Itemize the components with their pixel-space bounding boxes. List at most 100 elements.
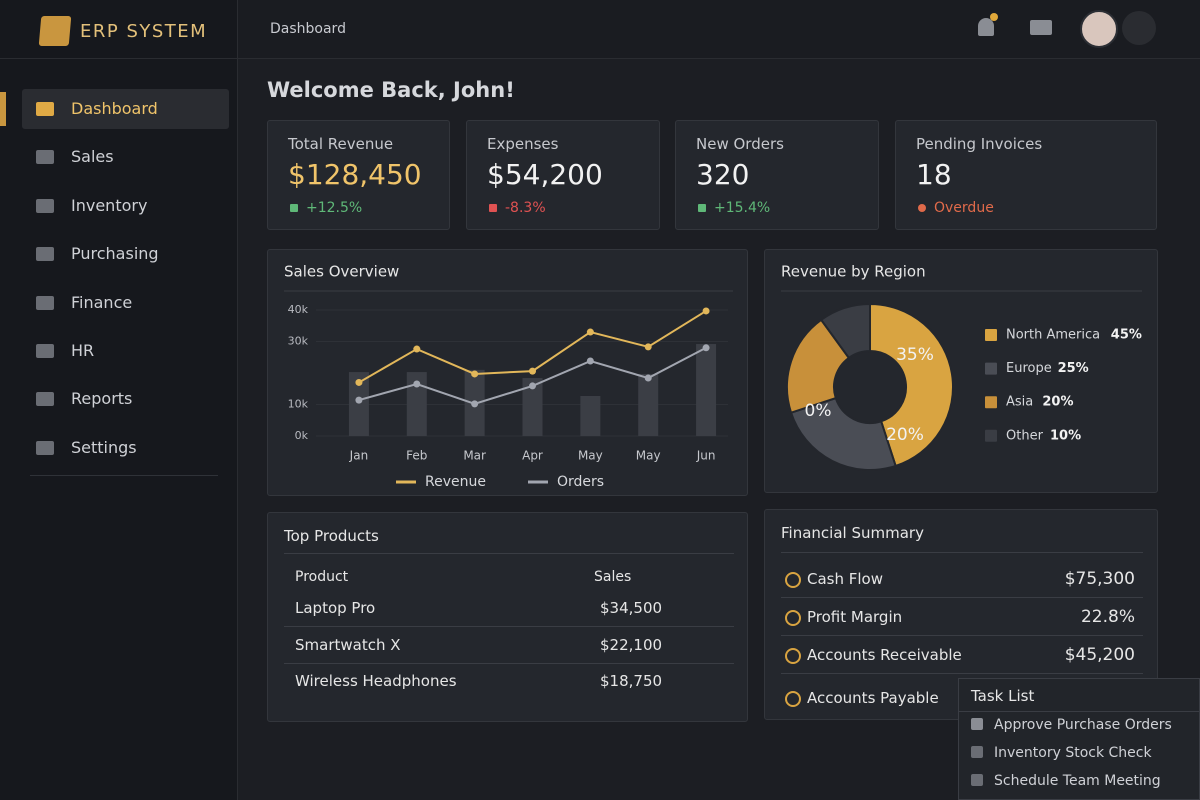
checkbox-checked[interactable]: [971, 718, 983, 730]
legend-value: 25%: [1058, 361, 1089, 376]
nav-icon: [36, 295, 54, 310]
nav-item[interactable]: Finance: [71, 292, 133, 312]
app-title: ERP SYSTEM: [80, 21, 208, 42]
bar: [406, 372, 427, 436]
point: [702, 307, 710, 315]
kpi-label: Expenses: [487, 135, 559, 153]
bell-icon[interactable]: [978, 18, 994, 36]
point: [529, 367, 536, 375]
kpi-indicator: [918, 204, 926, 212]
checkbox[interactable]: [971, 746, 983, 758]
fin-label: Profit Margin: [807, 608, 903, 626]
nav-icon: [36, 247, 54, 262]
point: [355, 396, 363, 404]
nav-item[interactable]: HR: [71, 341, 95, 360]
slice-label: 35%: [896, 345, 934, 365]
user-icon[interactable]: [1122, 11, 1156, 45]
bar: [348, 372, 369, 436]
welcome: Welcome Back, John!: [267, 78, 515, 102]
x-tick-label: Apr: [522, 449, 543, 463]
legend-value: 45%: [1111, 328, 1142, 343]
slice-label: 20%: [886, 425, 924, 445]
fin-label: Cash Flow: [807, 570, 883, 588]
legend-swatch: [985, 396, 997, 409]
row-icon: [785, 610, 801, 626]
point: [471, 370, 479, 378]
bar: [580, 395, 601, 436]
task-label: Schedule Team Meeting: [994, 773, 1161, 789]
mail-icon[interactable]: [1030, 20, 1052, 35]
kpi-label: Pending Invoices: [916, 135, 1043, 153]
x-tick-label: May: [636, 449, 661, 463]
kpi-label: Total Revenue: [288, 135, 394, 153]
nav-item[interactable]: Inventory: [71, 195, 148, 215]
kpi-value: 320: [696, 158, 750, 191]
fin-value: $75,300: [1064, 569, 1135, 589]
task-title: Task List: [971, 687, 1035, 705]
card-title: Top Products: [284, 527, 379, 545]
divider: [959, 711, 1200, 712]
row-divider: [781, 635, 1143, 636]
task-label: Inventory Stock Check: [994, 745, 1152, 761]
slice-label: 0%: [805, 401, 832, 421]
column-header: Product: [295, 569, 349, 585]
kpi-indicator: [290, 204, 298, 212]
point: [355, 378, 363, 386]
y-tick-label: 0k: [295, 429, 309, 442]
nav-item[interactable]: Dashboard: [71, 99, 158, 118]
avatar[interactable]: [1080, 10, 1118, 48]
nav-item[interactable]: Sales: [71, 147, 114, 167]
kpi-card: Pending Invoices 18 Overdue: [895, 120, 1157, 230]
y-tick-label: 10k: [288, 398, 309, 411]
product-name: Wireless Headphones: [295, 672, 457, 690]
task-panel: Task List Approve Purchase Orders Invento…: [958, 678, 1200, 800]
x-tick-label: Mar: [463, 449, 486, 463]
kpi-indicator: [489, 204, 497, 212]
nav-icon: [36, 102, 54, 116]
kpi-value: $54,200: [487, 158, 603, 191]
divider: [30, 475, 218, 476]
row-icon: [785, 648, 801, 664]
task-label: Approve Purchase Orders: [994, 717, 1172, 733]
legend-value: 10%: [1050, 428, 1081, 443]
legend-label: North America: [1006, 328, 1100, 343]
nav-item[interactable]: Settings: [71, 437, 137, 457]
top-products-card: Top Products Product Sales Laptop Pro $34…: [267, 512, 748, 722]
kpi-value: $128,450: [288, 158, 422, 191]
point: [644, 374, 652, 382]
legend-value: 20%: [1042, 395, 1073, 410]
nav-item[interactable]: Reports: [71, 389, 133, 409]
kpi-change: +12.5%: [306, 200, 363, 216]
breadcrumb[interactable]: Dashboard: [270, 21, 346, 37]
point: [644, 343, 652, 351]
kpi-indicator: [698, 204, 706, 212]
legend-swatch: [985, 429, 997, 442]
checkbox[interactable]: [971, 774, 983, 786]
nav-icon: [36, 344, 54, 358]
bar: [638, 373, 659, 436]
point: [471, 400, 479, 408]
kpi-change: Overdue: [934, 200, 994, 216]
product-sales: $18,750: [600, 672, 663, 690]
y-tick-label: 40k: [288, 303, 309, 316]
point: [413, 345, 421, 353]
sidebar: ERP SYSTEM Dashboard Sales Inventory Purcha…: [0, 0, 238, 800]
kpi-card: Total Revenue $128,450 +12.5%: [267, 120, 450, 230]
kpi-card: New Orders 320 +15.4%: [675, 120, 879, 230]
point: [529, 382, 536, 390]
nav-icon: [36, 198, 54, 213]
nav-icon: [36, 440, 54, 455]
active-marker: [0, 92, 6, 126]
legend-swatch: [985, 362, 997, 375]
product-sales: $34,500: [600, 599, 663, 617]
point: [586, 328, 594, 336]
fin-value: 22.8%: [1080, 607, 1135, 627]
slice: [869, 302, 954, 468]
kpi-label: New Orders: [696, 135, 784, 153]
row-divider: [781, 673, 1143, 674]
nav-item[interactable]: Purchasing: [71, 244, 159, 264]
row-divider: [284, 626, 734, 627]
row-divider: [284, 662, 734, 664]
row-icon: [785, 691, 801, 707]
